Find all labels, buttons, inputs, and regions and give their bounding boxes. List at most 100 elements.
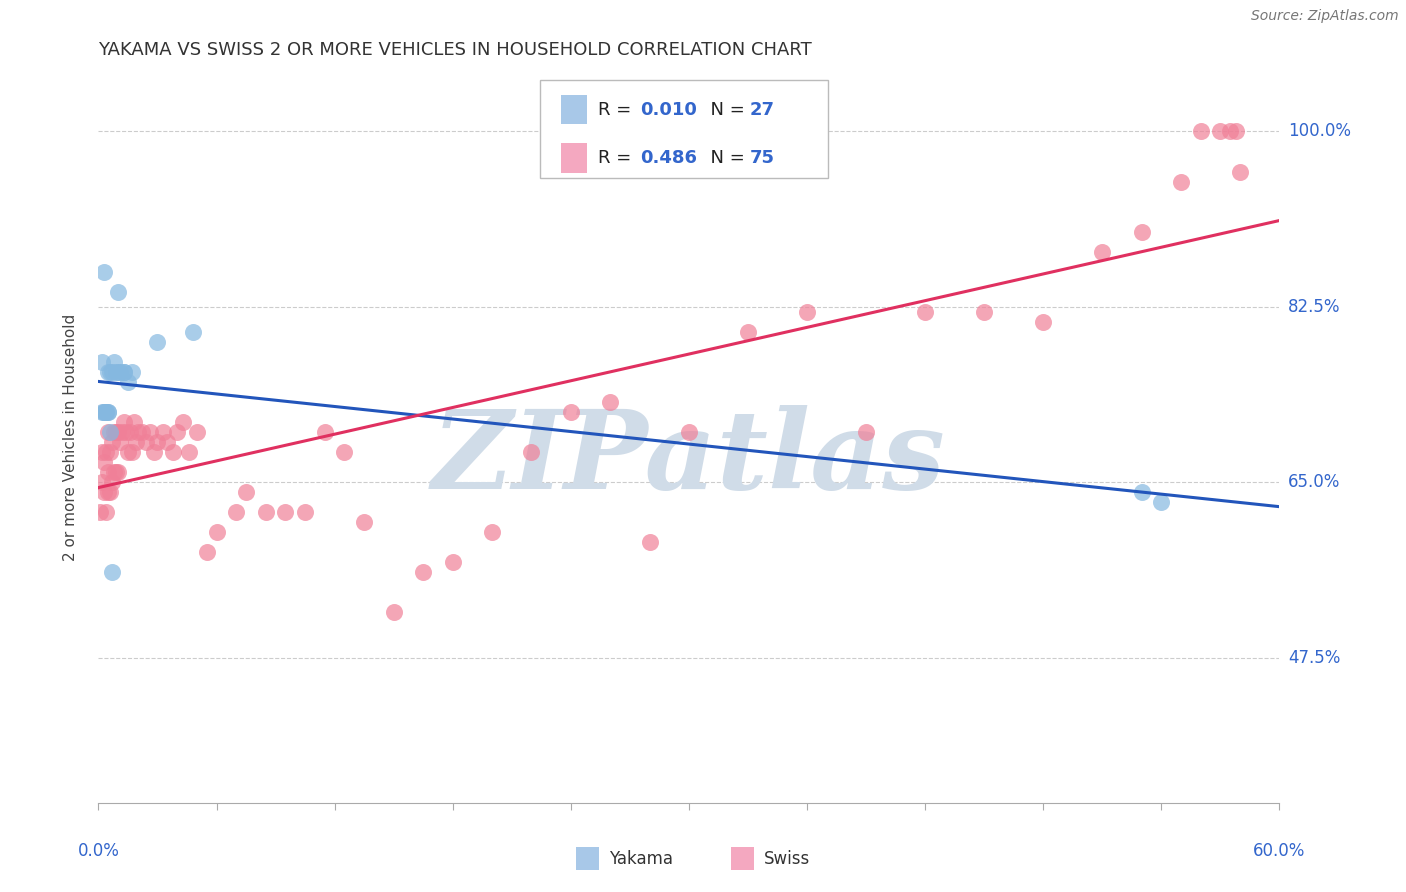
Point [97, 465, 120, 479]
Point [97, 405, 120, 419]
Point [96, 505, 118, 519]
Text: 47.5%: 47.5% [1288, 648, 1340, 666]
Point [146, 334, 169, 349]
Point [146, 435, 169, 450]
Point [1091, 244, 1114, 259]
Point [1130, 485, 1153, 500]
Point [166, 425, 188, 439]
Point [412, 566, 434, 580]
Point [101, 365, 124, 379]
Point [93, 265, 115, 279]
Point [172, 415, 194, 429]
Point [333, 445, 356, 459]
Point [93, 405, 115, 419]
Point [314, 425, 336, 439]
Point [152, 425, 174, 439]
Point [121, 445, 143, 459]
Text: Source: ZipAtlas.com: Source: ZipAtlas.com [1251, 9, 1399, 23]
Point [98, 485, 121, 500]
Text: 27: 27 [749, 101, 775, 119]
Point [122, 415, 145, 429]
Text: 0.0%: 0.0% [77, 842, 120, 860]
Point [441, 555, 464, 569]
Point [638, 535, 661, 549]
Point [177, 445, 200, 459]
Point [599, 395, 621, 409]
Point [142, 445, 165, 459]
Point [112, 415, 135, 429]
Point [127, 425, 149, 439]
Text: N =: N = [699, 101, 751, 119]
Point [1170, 175, 1192, 189]
Point [108, 365, 131, 379]
Point [97, 425, 120, 439]
Text: 60.0%: 60.0% [1253, 842, 1306, 860]
Point [181, 325, 204, 339]
Text: 0.486: 0.486 [640, 149, 697, 167]
Point [96, 445, 118, 459]
Point [96, 405, 118, 419]
Text: 100.0%: 100.0% [1288, 122, 1351, 140]
Point [1209, 124, 1232, 138]
Point [1130, 225, 1153, 239]
Point [91, 445, 114, 459]
Point [107, 425, 129, 439]
Text: R =: R = [598, 149, 637, 167]
Point [98, 365, 121, 379]
Point [108, 435, 131, 450]
Point [98, 425, 121, 439]
Point [107, 365, 129, 379]
Point [101, 475, 124, 490]
Point [117, 445, 139, 459]
Point [225, 505, 247, 519]
Point [89, 505, 111, 519]
Point [103, 425, 125, 439]
Point [520, 445, 543, 459]
Point [1032, 315, 1054, 329]
Text: ZIPatlas: ZIPatlas [432, 405, 946, 513]
Text: 82.5%: 82.5% [1288, 298, 1340, 316]
Point [973, 305, 995, 319]
Point [254, 505, 277, 519]
Point [1229, 164, 1251, 178]
Text: YAKAMA VS SWISS 2 OR MORE VEHICLES IN HOUSEHOLD CORRELATION CHART: YAKAMA VS SWISS 2 OR MORE VEHICLES IN HO… [98, 41, 813, 59]
Point [98, 445, 121, 459]
Point [107, 285, 129, 299]
Point [382, 606, 405, 620]
Point [115, 425, 138, 439]
Point [162, 445, 184, 459]
Point [97, 405, 120, 419]
Point [117, 375, 139, 389]
Point [101, 435, 124, 450]
Point [353, 515, 375, 529]
Point [91, 475, 114, 490]
Point [560, 405, 582, 419]
Point [112, 365, 135, 379]
Point [101, 566, 124, 580]
Point [97, 485, 120, 500]
Point [1219, 124, 1241, 138]
Point [107, 465, 129, 479]
Text: R =: R = [598, 101, 637, 119]
Point [111, 425, 134, 439]
Point [294, 505, 316, 519]
Point [105, 425, 128, 439]
Point [678, 425, 700, 439]
Text: N =: N = [699, 149, 751, 167]
Point [737, 325, 759, 339]
Point [93, 405, 115, 419]
Text: 0.010: 0.010 [640, 101, 697, 119]
Point [97, 365, 120, 379]
Point [121, 365, 143, 379]
Point [131, 425, 153, 439]
Point [1225, 124, 1247, 138]
Text: Swiss: Swiss [763, 849, 810, 868]
Point [125, 435, 148, 450]
Point [205, 525, 228, 540]
Y-axis label: 2 or more Vehicles in Household: 2 or more Vehicles in Household [63, 313, 77, 561]
Point [274, 505, 297, 519]
Point [91, 405, 114, 419]
Point [1189, 124, 1212, 138]
Point [105, 365, 128, 379]
Point [96, 405, 118, 419]
